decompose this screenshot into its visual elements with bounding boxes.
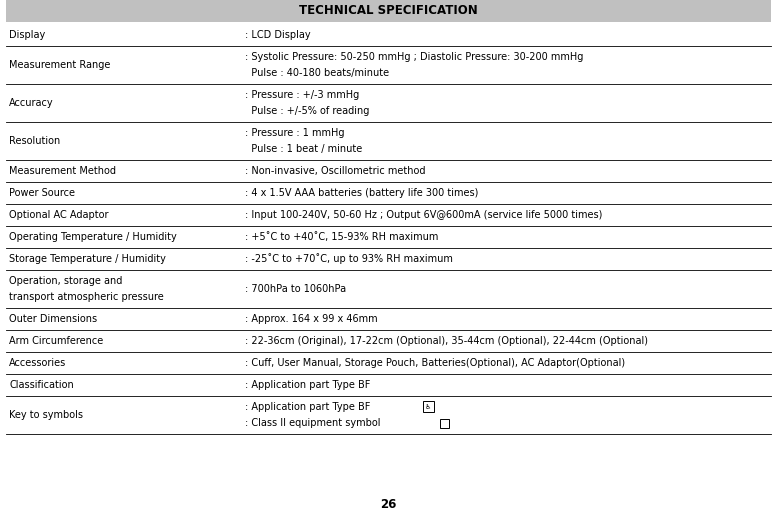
Text: Pulse : 1 beat / minute: Pulse : 1 beat / minute bbox=[245, 144, 362, 154]
Text: : Approx. 164 x 99 x 46mm: : Approx. 164 x 99 x 46mm bbox=[245, 314, 378, 324]
Bar bbox=[440, 419, 449, 428]
Bar bbox=[6, 0, 771, 22]
Text: : Systolic Pressure: 50-250 mmHg ; Diastolic Pressure: 30-200 mmHg: : Systolic Pressure: 50-250 mmHg ; Diast… bbox=[245, 52, 583, 61]
Text: Pulse : 40-180 beats/minute: Pulse : 40-180 beats/minute bbox=[245, 68, 388, 78]
Text: TECHNICAL SPECIFICATION: TECHNICAL SPECIFICATION bbox=[299, 5, 478, 18]
Text: Pulse : +/-5% of reading: Pulse : +/-5% of reading bbox=[245, 106, 369, 117]
Text: 26: 26 bbox=[380, 497, 397, 510]
Text: Operating Temperature / Humidity: Operating Temperature / Humidity bbox=[9, 232, 176, 242]
Text: : Application part Type BF: : Application part Type BF bbox=[245, 380, 370, 390]
Text: transport atmospheric pressure: transport atmospheric pressure bbox=[9, 293, 164, 302]
Text: : Input 100-240V, 50-60 Hz ; Output 6V@600mA (service life 5000 times): : Input 100-240V, 50-60 Hz ; Output 6V@6… bbox=[245, 210, 602, 220]
Text: Accessories: Accessories bbox=[9, 358, 66, 368]
Text: Storage Temperature / Humidity: Storage Temperature / Humidity bbox=[9, 254, 166, 264]
Text: : Class II equipment symbol: : Class II equipment symbol bbox=[245, 418, 380, 428]
Text: : 4 x 1.5V AAA batteries (battery life 300 times): : 4 x 1.5V AAA batteries (battery life 3… bbox=[245, 188, 478, 198]
Text: Arm Circumference: Arm Circumference bbox=[9, 336, 103, 346]
Text: Resolution: Resolution bbox=[9, 136, 61, 146]
Text: : +5˚C to +40˚C, 15-93% RH maximum: : +5˚C to +40˚C, 15-93% RH maximum bbox=[245, 232, 438, 242]
Text: Optional AC Adaptor: Optional AC Adaptor bbox=[9, 210, 109, 220]
Text: : 22-36cm (Original), 17-22cm (Optional), 35-44cm (Optional), 22-44cm (Optional): : 22-36cm (Original), 17-22cm (Optional)… bbox=[245, 336, 648, 346]
Text: Power Source: Power Source bbox=[9, 188, 75, 198]
Text: : Pressure : +/-3 mmHg: : Pressure : +/-3 mmHg bbox=[245, 90, 359, 100]
Text: : -25˚C to +70˚C, up to 93% RH maximum: : -25˚C to +70˚C, up to 93% RH maximum bbox=[245, 253, 453, 265]
Text: Operation, storage and: Operation, storage and bbox=[9, 276, 122, 286]
Text: Display: Display bbox=[9, 30, 45, 40]
Text: : Application part Type BF: : Application part Type BF bbox=[245, 401, 370, 412]
Text: Key to symbols: Key to symbols bbox=[9, 410, 83, 420]
Text: : 700hPa to 1060hPa: : 700hPa to 1060hPa bbox=[245, 284, 346, 294]
Text: Classification: Classification bbox=[9, 380, 74, 390]
Text: Measurement Method: Measurement Method bbox=[9, 166, 116, 176]
Text: : Pressure : 1 mmHg: : Pressure : 1 mmHg bbox=[245, 127, 344, 138]
Text: Outer Dimensions: Outer Dimensions bbox=[9, 314, 97, 324]
Bar bbox=[423, 401, 434, 412]
Text: ♿: ♿ bbox=[425, 404, 431, 410]
Text: : LCD Display: : LCD Display bbox=[245, 30, 310, 40]
Text: Measurement Range: Measurement Range bbox=[9, 60, 110, 70]
Text: : Cuff, User Manual, Storage Pouch, Batteries(Optional), AC Adaptor(Optional): : Cuff, User Manual, Storage Pouch, Batt… bbox=[245, 358, 625, 368]
Text: : Non-invasive, Oscillometric method: : Non-invasive, Oscillometric method bbox=[245, 166, 425, 176]
Text: Accuracy: Accuracy bbox=[9, 98, 54, 108]
